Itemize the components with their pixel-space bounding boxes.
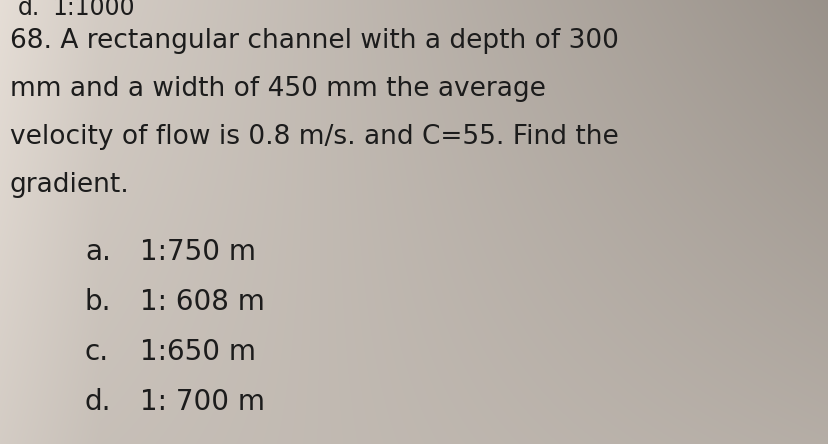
Text: 1:1000: 1:1000 — [52, 0, 134, 20]
Text: velocity of flow is 0.8 m/s. and C=55. Find the: velocity of flow is 0.8 m/s. and C=55. F… — [10, 124, 618, 150]
Text: 1:750 m: 1:750 m — [140, 238, 256, 266]
Text: d.: d. — [18, 0, 41, 20]
Text: gradient.: gradient. — [10, 172, 130, 198]
Text: mm and a width of 450 mm the average: mm and a width of 450 mm the average — [10, 76, 545, 102]
Text: 1: 700 m: 1: 700 m — [140, 388, 265, 416]
Text: 1: 608 m: 1: 608 m — [140, 288, 265, 316]
Text: 68. A rectangular channel with a depth of 300: 68. A rectangular channel with a depth o… — [10, 28, 619, 54]
Text: a.: a. — [85, 238, 111, 266]
Text: c.: c. — [85, 338, 109, 366]
Text: b.: b. — [85, 288, 111, 316]
Text: d.: d. — [85, 388, 111, 416]
Text: 1:650 m: 1:650 m — [140, 338, 256, 366]
